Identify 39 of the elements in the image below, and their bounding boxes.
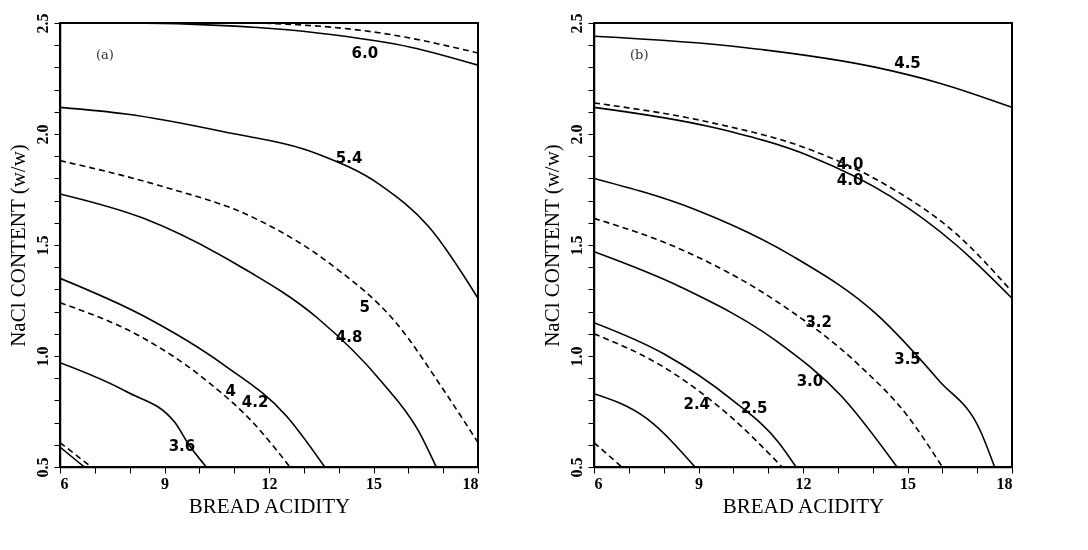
annotation: (b)	[630, 47, 649, 62]
series-label: 4.2	[241, 393, 269, 412]
y-tick-label: 1.5	[567, 235, 585, 256]
x-axis-title: BREAD ACIDITY	[188, 493, 351, 518]
series-label: 2.4	[683, 394, 711, 413]
y-tick-label: 2.0	[33, 124, 51, 145]
y-tick-label: 0.5	[33, 457, 51, 478]
x-tick-label: 18	[462, 474, 479, 492]
x-tick-label: 12	[261, 474, 278, 492]
series-label: 5.4	[335, 148, 363, 167]
x-axis-title: BREAD ACIDITY	[722, 493, 885, 518]
x-tick-label: 15	[366, 474, 382, 492]
y-tick-label: 1.0	[33, 346, 51, 367]
y-tick-label: 2.0	[567, 124, 585, 145]
x-tick-label: 12	[795, 474, 812, 492]
y-tick-label: 1.5	[33, 235, 51, 256]
series-label: 4.0	[836, 171, 864, 190]
x-tick-label: 9	[695, 474, 703, 492]
series-label: 4.0	[836, 155, 864, 174]
x-tick-label: 6	[60, 474, 69, 492]
x-tick-label: 9	[161, 474, 169, 492]
x-tick-label: 6	[594, 474, 603, 492]
series-label: 3.2	[805, 312, 832, 331]
y-tick-label: 2.5	[33, 13, 51, 34]
series-label: 3.0	[796, 372, 824, 391]
series-label: 3.5	[894, 350, 921, 369]
series-label: 6.0	[351, 44, 379, 63]
series-label: 5	[359, 297, 371, 316]
series-label: 4	[225, 381, 236, 400]
y-axis-title: NaCl CONTENT (w/w)	[539, 144, 564, 347]
y-axis-title: NaCl CONTENT (w/w)	[5, 144, 30, 347]
series-label: 4.5	[894, 54, 921, 73]
y-tick-label: 0.5	[567, 457, 585, 478]
y-tick-label: 2.5	[567, 13, 585, 34]
y-tick-label: 1.0	[567, 346, 585, 367]
series-label: 2.5	[740, 399, 768, 418]
x-tick-label: 18	[996, 474, 1013, 492]
x-tick-label: 15	[900, 474, 916, 492]
annotation: (a)	[96, 47, 114, 62]
